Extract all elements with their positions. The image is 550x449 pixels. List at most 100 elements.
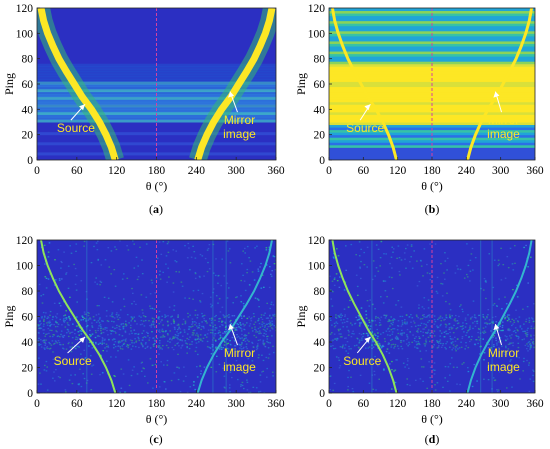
speckle: [215, 314, 217, 317]
speckle: [154, 292, 157, 294]
speckle: [441, 283, 444, 285]
speckle: [152, 324, 155, 326]
speckle: [98, 335, 101, 337]
speckle: [167, 251, 170, 253]
speckle: [253, 279, 256, 281]
speckle: [228, 387, 231, 389]
speckle: [366, 333, 369, 335]
speckle: [440, 282, 442, 285]
speckle: [439, 330, 441, 332]
speckle: [431, 314, 434, 316]
speckle: [492, 322, 495, 324]
speckle: [164, 331, 167, 333]
speckle: [392, 328, 394, 330]
speckle: [113, 347, 115, 349]
speckle: [102, 320, 104, 322]
speckle: [100, 332, 102, 335]
speckle: [486, 323, 488, 326]
speckle: [475, 317, 477, 319]
speckle: [244, 337, 246, 340]
speckle: [52, 334, 55, 336]
speckle: [510, 337, 512, 339]
speckle: [151, 317, 154, 319]
speckle: [141, 344, 144, 346]
speckle: [59, 318, 61, 321]
speckle: [257, 339, 260, 341]
speckle: [375, 317, 377, 319]
speckle: [499, 323, 501, 325]
speckle: [269, 322, 272, 324]
speckle: [391, 388, 393, 390]
speckle: [333, 278, 336, 280]
speckle: [506, 338, 509, 340]
speckle: [192, 298, 194, 300]
speckle: [160, 319, 163, 321]
speckle: [172, 318, 175, 320]
speckle: [143, 367, 145, 370]
speckle: [527, 327, 529, 329]
speckle: [177, 353, 179, 355]
speckle: [332, 389, 334, 391]
speckle: [177, 315, 179, 317]
speckle: [129, 339, 132, 341]
speckle: [79, 330, 82, 332]
speckle: [533, 334, 535, 336]
speckle: [166, 359, 169, 362]
speckle: [500, 279, 503, 281]
speckle: [52, 316, 54, 318]
speckle: [469, 318, 472, 320]
speckle: [223, 375, 226, 377]
speckle: [227, 329, 229, 332]
speckle: [123, 342, 126, 344]
speckle: [269, 342, 271, 344]
speckle: [97, 343, 100, 345]
speckle: [425, 350, 427, 352]
speckle: [54, 380, 56, 382]
speckle: [129, 327, 132, 329]
speckle: [262, 339, 265, 341]
speckle: [270, 273, 272, 275]
speckle: [44, 316, 46, 318]
speckle: [218, 363, 221, 366]
speckle: [181, 339, 183, 341]
speckle: [486, 315, 488, 318]
speckle: [196, 366, 198, 368]
speckle: [148, 337, 151, 339]
speckle: [466, 273, 468, 276]
speckle: [49, 324, 52, 326]
speckle: [74, 267, 77, 270]
speckle: [389, 363, 391, 365]
speckle: [433, 315, 436, 317]
speckle: [406, 358, 409, 360]
speckle: [468, 329, 470, 331]
speckle: [224, 331, 226, 333]
speckle: [426, 332, 429, 334]
speckle: [94, 336, 97, 339]
speckle: [448, 316, 451, 319]
speckle: [39, 320, 41, 322]
speckle: [141, 361, 143, 363]
speckle: [173, 337, 176, 339]
speckle: [224, 315, 227, 318]
speckle: [531, 342, 534, 344]
speckle: [152, 337, 154, 339]
speckle: [386, 296, 388, 298]
speckle: [46, 333, 49, 335]
speckle: [240, 348, 243, 350]
speckle: [144, 343, 147, 345]
speckle: [500, 247, 502, 249]
speckle: [272, 328, 274, 330]
speckle: [526, 306, 529, 308]
speckle: [89, 334, 91, 336]
speckle: [483, 322, 486, 324]
y-tick-label: 80: [314, 286, 326, 298]
speckle: [399, 315, 402, 318]
speckle: [351, 324, 353, 326]
speckle: [211, 318, 213, 320]
speckle: [209, 347, 212, 349]
speckle: [271, 320, 273, 322]
speckle: [179, 339, 182, 341]
speckle: [515, 334, 517, 337]
speckle: [88, 341, 91, 343]
speckle: [347, 376, 349, 379]
